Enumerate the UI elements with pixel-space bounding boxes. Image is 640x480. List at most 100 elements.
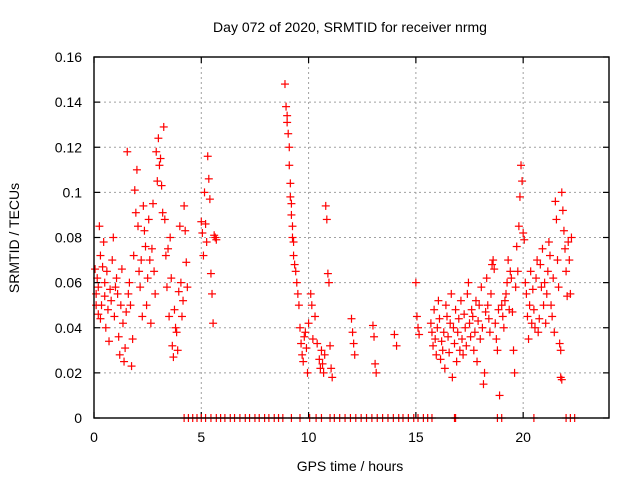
data-point: [313, 339, 322, 348]
data-point: [98, 262, 107, 271]
data-point: [97, 301, 106, 310]
data-point: [113, 289, 122, 298]
data-point: [371, 359, 380, 368]
x-tick-label: 20: [515, 429, 531, 445]
data-point: [370, 332, 379, 341]
data-point: [315, 355, 324, 364]
data-point: [554, 283, 563, 292]
data-point: [437, 337, 446, 346]
data-point: [532, 274, 541, 283]
data-point: [431, 335, 440, 344]
data-point: [515, 192, 524, 201]
data-point: [293, 289, 302, 298]
data-point: [372, 368, 381, 377]
data-point: [130, 186, 139, 195]
data-point: [288, 233, 297, 242]
data-point: [476, 335, 485, 344]
data-point: [549, 274, 558, 283]
data-point: [414, 323, 423, 332]
data-point: [562, 267, 571, 276]
data-point: [444, 332, 453, 341]
data-point: [101, 323, 110, 332]
x-tick-label: 15: [408, 429, 424, 445]
plot-frame: [93, 56, 610, 419]
data-point: [509, 346, 518, 355]
data-point: [172, 328, 181, 337]
data-point: [162, 283, 171, 292]
data-point: [291, 267, 300, 276]
data-point: [347, 314, 356, 323]
data-point: [129, 251, 138, 260]
data-point: [125, 278, 134, 287]
data-point: [292, 278, 301, 287]
data-point: [307, 301, 316, 310]
data-point: [466, 332, 475, 341]
data-points: [91, 80, 579, 422]
data-point: [171, 323, 180, 332]
data-point: [542, 289, 551, 298]
data-point: [518, 177, 527, 186]
data-point: [141, 242, 150, 251]
data-point: [510, 368, 519, 377]
data-point: [448, 373, 457, 382]
data-point: [508, 307, 517, 316]
data-point: [123, 147, 132, 156]
data-point: [565, 256, 574, 265]
data-point: [490, 265, 499, 274]
data-point: [459, 350, 468, 359]
data-point: [283, 111, 292, 120]
data-point: [461, 323, 470, 332]
data-point: [557, 375, 566, 384]
data-point: [467, 305, 476, 314]
data-point: [433, 323, 442, 332]
data-point: [529, 305, 538, 314]
data-point: [155, 161, 164, 170]
data-point: [412, 312, 421, 321]
data-point: [285, 161, 294, 170]
data-point: [284, 129, 293, 138]
data-point: [120, 357, 129, 366]
data-point: [484, 314, 493, 323]
data-point: [533, 256, 542, 265]
data-point: [159, 122, 168, 131]
data-point: [390, 330, 399, 339]
data-point: [179, 296, 188, 305]
data-point: [480, 368, 489, 377]
data-point: [199, 251, 208, 260]
data-point: [102, 267, 111, 276]
data-point: [561, 244, 570, 253]
data-point: [429, 341, 438, 350]
data-point: [149, 199, 158, 208]
y-axis-title: SRMTID / TECUs: [6, 183, 22, 293]
data-point: [438, 346, 447, 355]
data-point: [106, 285, 115, 294]
data-point: [485, 328, 494, 337]
data-point: [547, 301, 556, 310]
data-point: [322, 215, 331, 224]
data-point: [536, 260, 545, 269]
data-point: [297, 339, 306, 348]
data-point: [115, 350, 124, 359]
data-point: [527, 319, 536, 328]
y-tick-label: 0.14: [55, 94, 82, 110]
data-point: [464, 278, 473, 287]
data-point: [522, 289, 531, 298]
data-point: [348, 328, 357, 337]
data-point: [95, 222, 104, 231]
data-point: [517, 161, 526, 170]
data-point: [96, 251, 105, 260]
data-point: [108, 256, 117, 265]
data-point: [511, 283, 520, 292]
data-point: [441, 301, 450, 310]
chart-title: Day 072 of 2020, SRMTID for receiver nrm…: [213, 19, 487, 35]
data-point: [320, 350, 329, 359]
data-point: [507, 274, 516, 283]
data-point: [209, 319, 218, 328]
data-point: [112, 274, 121, 283]
data-point: [514, 222, 523, 231]
data-point: [175, 222, 184, 231]
data-point: [109, 233, 118, 242]
data-point: [177, 312, 186, 321]
y-tick-label: 0.1: [63, 184, 83, 200]
data-point: [280, 80, 289, 89]
